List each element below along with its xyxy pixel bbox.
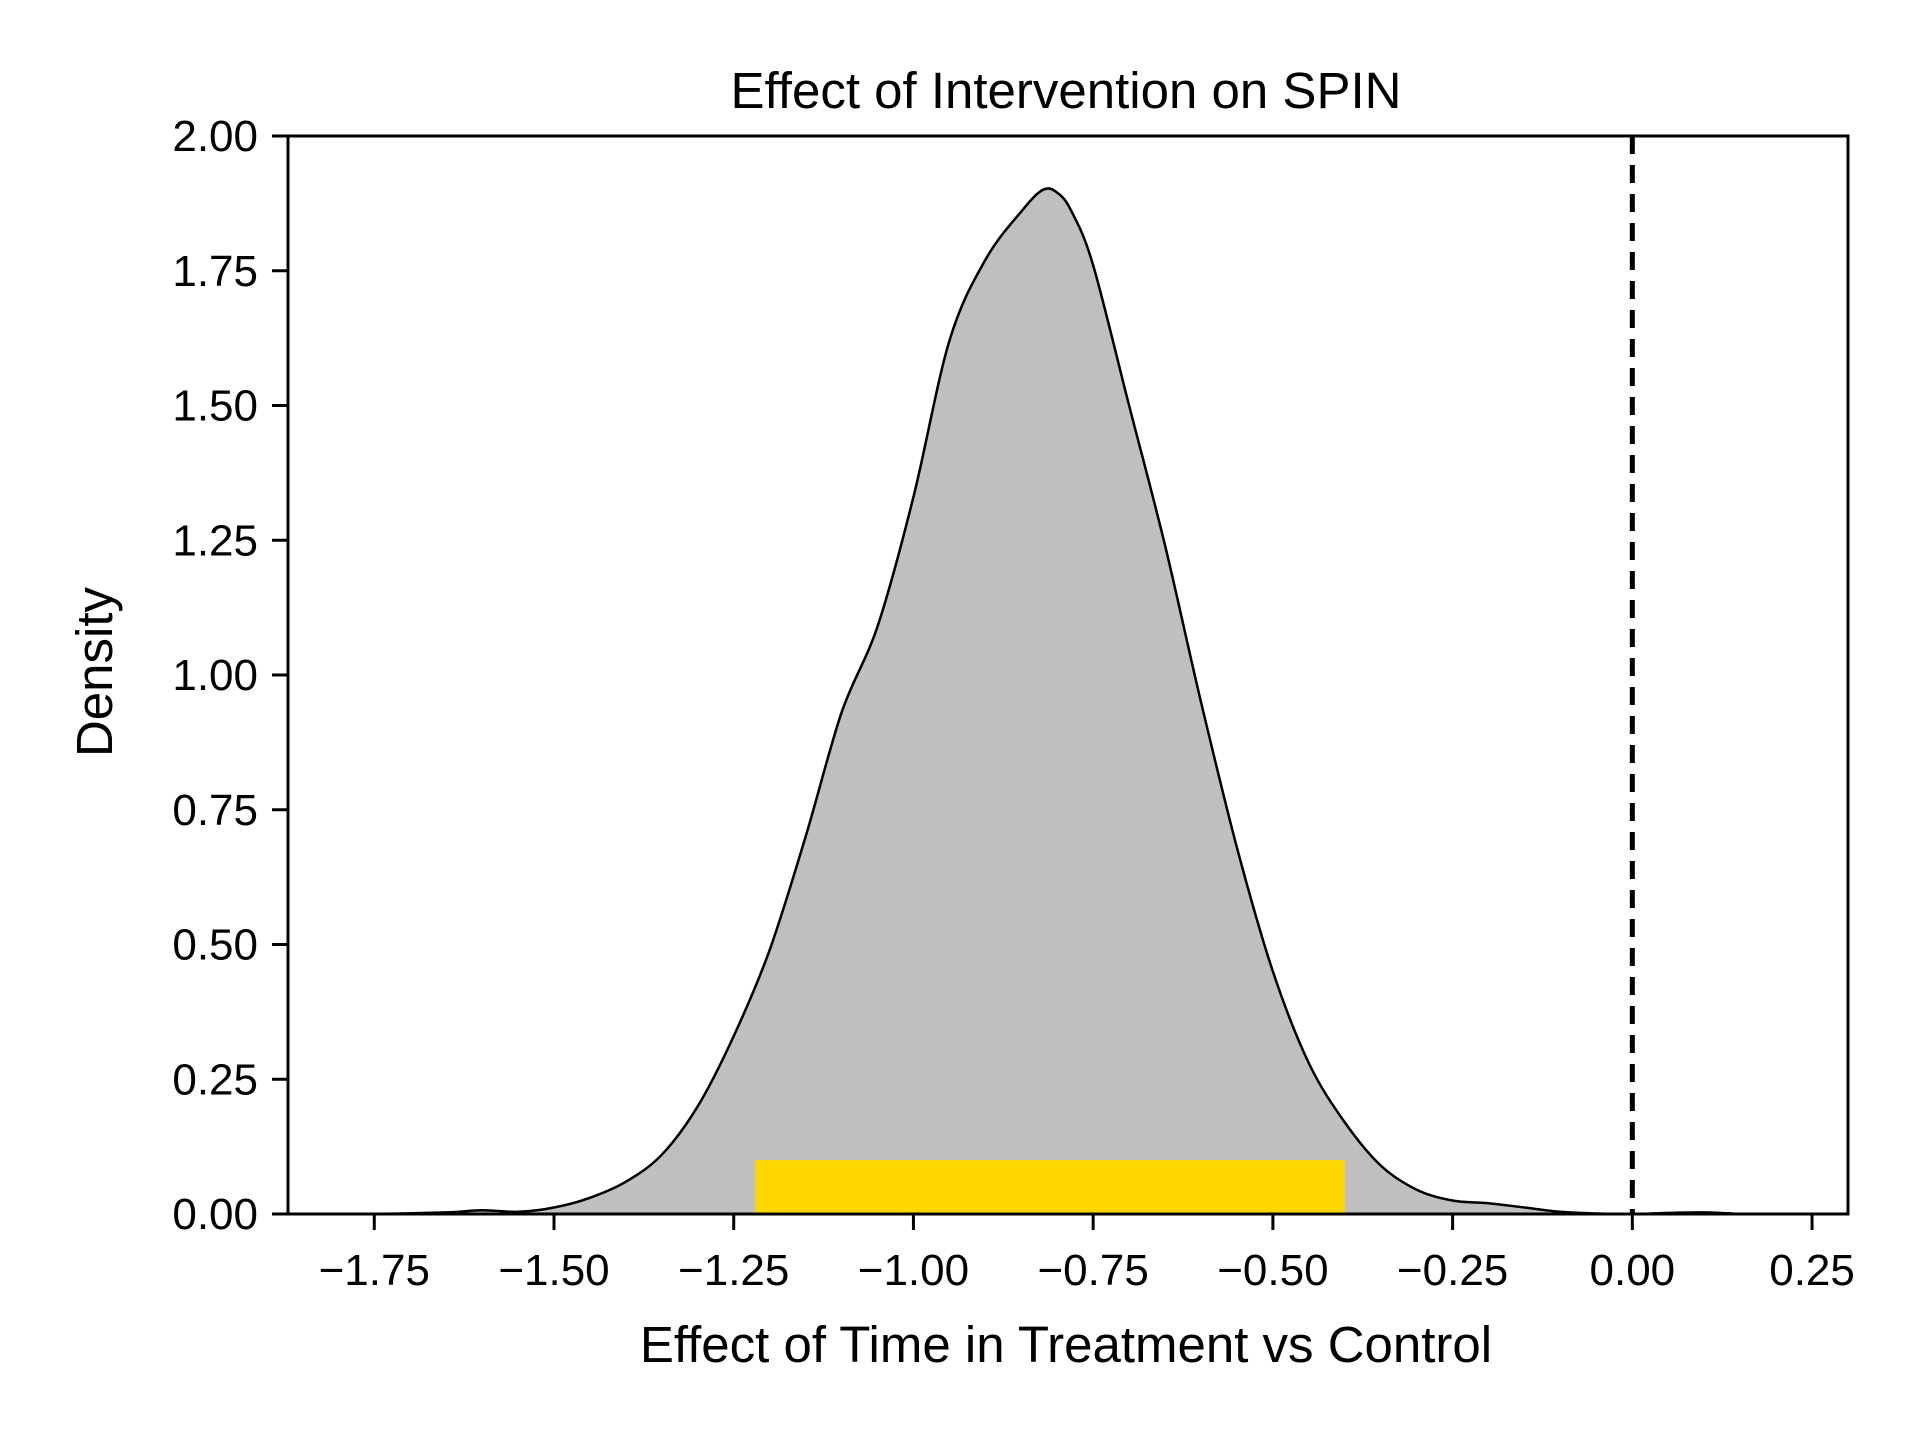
x-tick-label: −0.25 xyxy=(1397,1246,1508,1295)
y-tick-label: 0.00 xyxy=(172,1190,258,1239)
x-tick-label: −1.00 xyxy=(858,1246,969,1295)
x-tick-label: −0.75 xyxy=(1037,1246,1148,1295)
x-tick-label: −1.25 xyxy=(678,1246,789,1295)
axes-frame xyxy=(286,134,1850,1216)
y-tick-label: 0.25 xyxy=(172,1055,258,1104)
y-axis-label: Density xyxy=(66,586,123,757)
x-tick-label: 0.25 xyxy=(1769,1246,1855,1295)
x-tick-label: −0.50 xyxy=(1217,1246,1328,1295)
y-tick-label: 2.00 xyxy=(172,112,258,161)
density-curve-line xyxy=(374,187,1741,1216)
y-tick-label: 1.00 xyxy=(172,651,258,700)
y-tick-label: 1.75 xyxy=(172,247,258,296)
y-tick-label: 1.50 xyxy=(172,382,258,431)
x-tick-label: 0.00 xyxy=(1590,1246,1676,1295)
x-axis-ticks: −1.75 −1.50 −1.25 −1.00 −0.75 −0.50 −0.25 0.00 0… xyxy=(319,1214,1855,1295)
x-axis-label: Effect of Time in Treatment vs Control xyxy=(640,1316,1492,1373)
y-tick-label: 0.50 xyxy=(172,921,258,970)
density-fill xyxy=(374,188,1741,1215)
y-tick-label: 1.25 xyxy=(172,516,258,565)
y-tick-label: 0.75 xyxy=(172,786,258,835)
plot-area xyxy=(374,136,1741,1216)
y-axis-ticks: 0.00 0.25 0.50 0.75 1.00 1.25 1.50 1.75 2.00 xyxy=(172,112,288,1239)
x-tick-label: −1.50 xyxy=(498,1246,609,1295)
x-tick-label: −1.75 xyxy=(319,1246,430,1295)
credible-interval-bar xyxy=(755,1160,1345,1214)
chart-title: Effect of Intervention on SPIN xyxy=(731,62,1402,119)
